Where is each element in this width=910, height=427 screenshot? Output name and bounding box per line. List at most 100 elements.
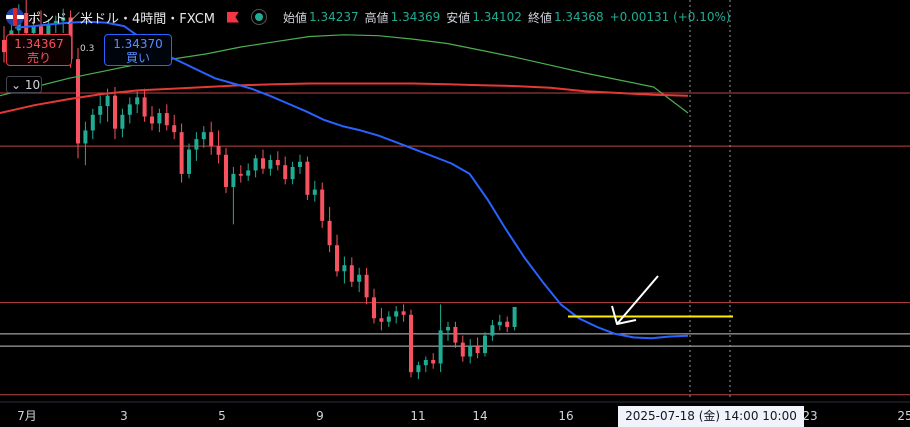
- ma-mid-line: [0, 82, 689, 114]
- spread-value: 0.3: [80, 44, 95, 54]
- candle-body: [224, 154, 228, 187]
- sell-price: 1.34367: [14, 37, 64, 51]
- candle-body: [127, 104, 132, 115]
- close-value: 1.34368: [553, 10, 604, 24]
- candle-body: [201, 132, 206, 140]
- x-tick-label: 11: [410, 409, 425, 423]
- candle-body: [401, 311, 406, 315]
- candle-body: [39, 26, 43, 37]
- x-tick-label: 16: [558, 409, 573, 423]
- candle-body: [386, 316, 391, 322]
- candle-body: [150, 116, 154, 124]
- candle-body: [475, 346, 480, 354]
- sell-button[interactable]: 1.34367 売り: [6, 34, 72, 66]
- candle-body: [157, 113, 162, 124]
- x-tick-label: 25: [897, 409, 910, 423]
- close-label: 終値: [527, 10, 552, 25]
- candle-body: [268, 160, 273, 169]
- candle-body: [483, 335, 487, 354]
- candle-body: [312, 189, 317, 195]
- quantity-dropdown[interactable]: ⌄ 10: [6, 76, 42, 93]
- candle-body: [320, 189, 325, 221]
- x-tick-label: 23: [802, 409, 817, 423]
- arrow-annotation-shaft: [616, 275, 659, 325]
- open-label: 始値: [283, 10, 308, 25]
- candle-body: [438, 330, 443, 364]
- candle-body: [261, 158, 265, 169]
- ma-slow-line: [0, 34, 689, 114]
- candle-body: [327, 220, 332, 246]
- candle-body: [172, 125, 177, 133]
- x-tick-label: 3: [120, 409, 128, 423]
- candle-body: [490, 325, 495, 336]
- candle-body: [446, 326, 450, 331]
- candle-body: [431, 360, 436, 364]
- x-tick-label: 7月: [17, 409, 37, 423]
- candle-body: [98, 106, 103, 115]
- candle-body: [164, 113, 169, 126]
- candle-body: [342, 265, 347, 272]
- symbol-header: ポンド／米ドル・4時間・FXCM 始値 1.34237 高値 1.34369 安…: [6, 6, 737, 28]
- candle-body: [394, 311, 399, 317]
- candle-body: [423, 360, 428, 366]
- red-flag-icon[interactable]: [227, 11, 240, 23]
- x-tick-label: 5: [218, 409, 226, 423]
- candle-body: [113, 95, 117, 129]
- quantity-value: 10: [24, 78, 41, 92]
- candle-body: [409, 314, 413, 373]
- candle-body: [283, 165, 288, 180]
- candle-body: [512, 306, 517, 327]
- buy-label: 買い: [125, 51, 150, 65]
- candle-body: [83, 130, 88, 144]
- market-status-icon[interactable]: [251, 9, 268, 25]
- candle-body: [246, 170, 251, 176]
- candle-body: [31, 26, 36, 34]
- candle-body: [2, 40, 6, 53]
- candle-body: [187, 149, 191, 174]
- chevron-down-icon: ⌄: [11, 78, 22, 92]
- candle-body: [335, 245, 339, 272]
- buy-price: 1.34370: [113, 37, 163, 51]
- candle-body: [216, 146, 221, 155]
- candle-body: [76, 59, 80, 144]
- high-value: 1.34369: [390, 10, 441, 24]
- candle-body: [105, 95, 110, 107]
- change-value: +0.00131 (+0.10%): [609, 10, 731, 24]
- candle-body: [379, 318, 384, 322]
- candle-body: [53, 20, 58, 25]
- x-tick-label: 14: [472, 409, 487, 423]
- x-tick-label: 9: [316, 409, 324, 423]
- open-value: 1.34237: [309, 10, 359, 24]
- high-label: 高値: [364, 10, 389, 25]
- candle-body: [231, 173, 236, 187]
- candle-body: [468, 346, 473, 357]
- candle-body: [179, 132, 184, 174]
- candle-body: [209, 132, 214, 147]
- buy-button[interactable]: 1.34370 買い: [104, 34, 172, 66]
- candle-body: [290, 166, 295, 180]
- candle-body: [90, 114, 95, 131]
- cursor-datetime-label: 2025-07-18 (金) 14:00 10:00: [618, 406, 804, 427]
- candle-body: [416, 365, 421, 373]
- low-label: 安値: [446, 10, 471, 25]
- candle-body: [460, 342, 465, 357]
- currency-flag-icon: [6, 8, 24, 26]
- candle-body: [305, 161, 310, 195]
- candle-body: [364, 274, 369, 298]
- sell-label: 売り: [26, 51, 51, 65]
- candle-body: [61, 17, 66, 21]
- candle-body: [194, 139, 199, 150]
- candle-body: [349, 265, 354, 282]
- arrow-annotation-head: [611, 305, 637, 325]
- candle-body: [357, 274, 362, 282]
- low-value: 1.34102: [472, 10, 522, 24]
- candle-body: [253, 158, 258, 171]
- candle-body: [275, 160, 280, 166]
- candle-body: [505, 321, 510, 327]
- candle-body: [453, 326, 458, 343]
- symbol-title[interactable]: ポンド／米ドル・4時間・FXCM: [28, 11, 216, 27]
- candle-body: [142, 97, 147, 117]
- candle-body: [135, 97, 140, 105]
- candle-body: [46, 24, 51, 37]
